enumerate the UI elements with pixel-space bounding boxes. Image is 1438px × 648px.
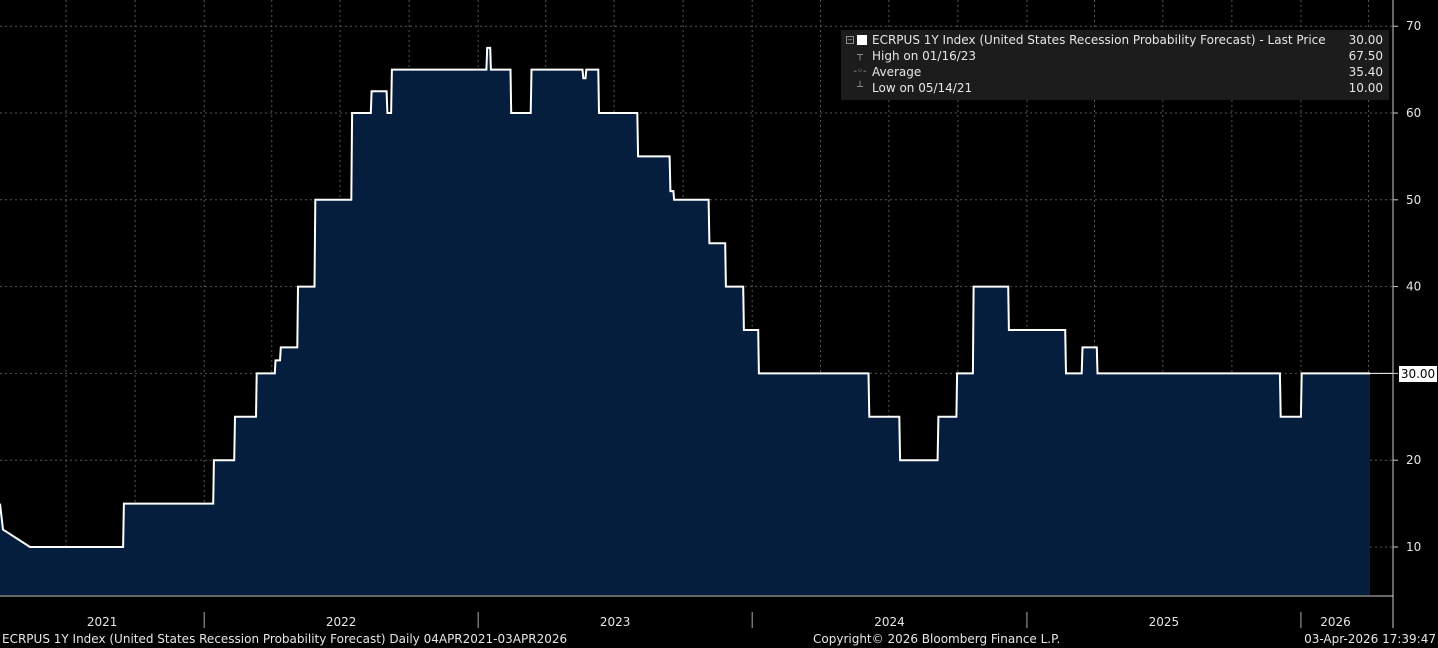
legend-average-label: Average	[872, 65, 922, 79]
legend-low-label: Low on 05/14/21	[872, 81, 973, 95]
legend-high-value: 67.50	[1348, 49, 1383, 63]
last-price-tag: 30.00	[1399, 366, 1437, 382]
x-tick-label: 2026	[1320, 615, 1351, 629]
x-tick-label: 2021	[87, 615, 118, 629]
y-tick-label: 70	[1406, 19, 1421, 33]
legend-high-label: High on 01/16/23	[872, 49, 977, 63]
footer-description: ECRPUS 1Y Index (United States Recession…	[2, 632, 568, 646]
series-swatch	[857, 35, 867, 45]
y-tick-label: 50	[1406, 193, 1421, 207]
y-tick-label: 60	[1406, 106, 1421, 120]
x-tick-label: 2023	[600, 615, 631, 629]
legend-last-price: 30.00	[1348, 33, 1383, 47]
legend-title-row: − ECRPUS 1Y Index (United States Recessi…	[841, 32, 1383, 48]
legend-title: ECRPUS 1Y Index (United States Recession…	[872, 33, 1326, 47]
x-tick-label: 2024	[874, 615, 905, 629]
footer-copyright: Copyright© 2026 Bloomberg Finance L.P.	[813, 632, 1061, 646]
chart-legend: − ECRPUS 1Y Index (United States Recessi…	[841, 30, 1389, 100]
low-marker-icon: ┴	[856, 82, 864, 93]
series-area	[0, 47, 1370, 595]
footer-timestamp: 03-Apr-2026 17:39:47	[1304, 632, 1436, 646]
legend-high-row: ┬ High on 01/16/23 67.50	[841, 48, 1383, 64]
high-marker-icon: ┬	[856, 50, 864, 61]
y-tick-label: 10	[1406, 540, 1421, 554]
average-marker-icon: -◦-	[853, 66, 867, 77]
x-tick-label: 2025	[1149, 615, 1180, 629]
legend-average-row: -◦- Average 35.40	[841, 64, 1383, 80]
y-tick-label: 20	[1406, 453, 1421, 467]
series-line	[0, 46, 1370, 548]
collapse-icon[interactable]: −	[846, 36, 854, 44]
legend-low-value: 10.00	[1348, 81, 1383, 95]
x-tick-label: 2022	[326, 615, 357, 629]
legend-low-row: ┴ Low on 05/14/21 10.00	[841, 80, 1383, 96]
y-tick-label: 40	[1406, 280, 1421, 294]
legend-average-value: 35.40	[1348, 65, 1383, 79]
